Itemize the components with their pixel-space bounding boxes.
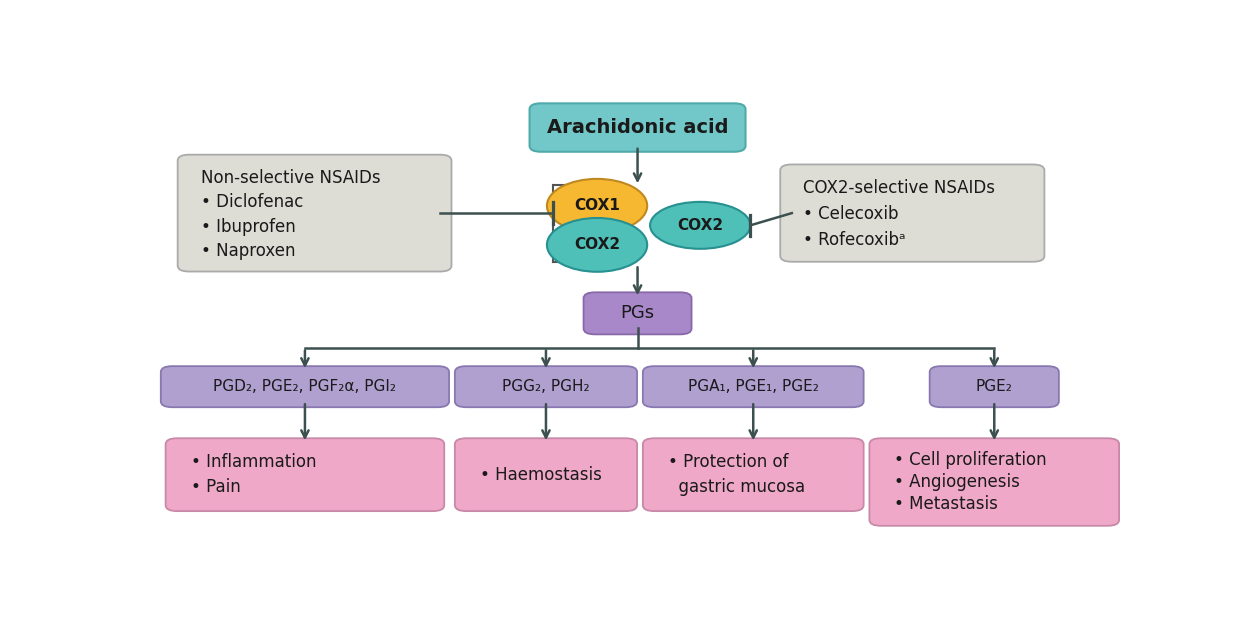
Ellipse shape bbox=[651, 202, 750, 249]
Text: PGs: PGs bbox=[621, 304, 654, 323]
Ellipse shape bbox=[547, 179, 647, 232]
Text: • Haemostasis: • Haemostasis bbox=[480, 465, 602, 484]
Text: • Rofecoxibᵃ: • Rofecoxibᵃ bbox=[804, 231, 906, 250]
FancyBboxPatch shape bbox=[178, 155, 452, 272]
Text: PGG₂, PGH₂: PGG₂, PGH₂ bbox=[503, 379, 590, 394]
Text: • Cell proliferation: • Cell proliferation bbox=[894, 451, 1047, 469]
Text: gastric mucosa: gastric mucosa bbox=[668, 478, 805, 497]
FancyBboxPatch shape bbox=[583, 292, 692, 335]
Text: • Pain: • Pain bbox=[190, 478, 240, 497]
FancyBboxPatch shape bbox=[643, 438, 863, 511]
FancyBboxPatch shape bbox=[780, 164, 1045, 262]
Text: • Ibuprofen: • Ibuprofen bbox=[200, 218, 296, 236]
FancyBboxPatch shape bbox=[870, 438, 1120, 526]
FancyBboxPatch shape bbox=[643, 366, 863, 407]
Text: Non-selective NSAIDs: Non-selective NSAIDs bbox=[200, 169, 381, 187]
Text: • Angiogenesis: • Angiogenesis bbox=[894, 473, 1020, 491]
Text: • Diclofenac: • Diclofenac bbox=[200, 193, 304, 211]
FancyBboxPatch shape bbox=[455, 366, 637, 407]
Text: COX2: COX2 bbox=[573, 237, 620, 252]
Text: • Naproxen: • Naproxen bbox=[200, 242, 295, 260]
FancyBboxPatch shape bbox=[160, 366, 449, 407]
FancyBboxPatch shape bbox=[929, 366, 1059, 407]
Text: PGE₂: PGE₂ bbox=[975, 379, 1013, 394]
Text: COX2: COX2 bbox=[677, 218, 723, 233]
Ellipse shape bbox=[547, 218, 647, 272]
Text: Arachidonic acid: Arachidonic acid bbox=[547, 118, 728, 137]
Text: • Inflammation: • Inflammation bbox=[190, 453, 316, 471]
FancyBboxPatch shape bbox=[455, 438, 637, 511]
Text: COX2-selective NSAIDs: COX2-selective NSAIDs bbox=[804, 180, 995, 197]
Text: • Protection of: • Protection of bbox=[668, 453, 789, 471]
Text: • Celecoxib: • Celecoxib bbox=[804, 205, 899, 224]
Text: COX1: COX1 bbox=[575, 198, 620, 213]
FancyBboxPatch shape bbox=[165, 438, 444, 511]
FancyBboxPatch shape bbox=[530, 104, 745, 152]
Text: • Metastasis: • Metastasis bbox=[894, 495, 999, 513]
Text: PGD₂, PGE₂, PGF₂α, PGI₂: PGD₂, PGE₂, PGF₂α, PGI₂ bbox=[214, 379, 397, 394]
Text: PGA₁, PGE₁, PGE₂: PGA₁, PGE₁, PGE₂ bbox=[688, 379, 819, 394]
